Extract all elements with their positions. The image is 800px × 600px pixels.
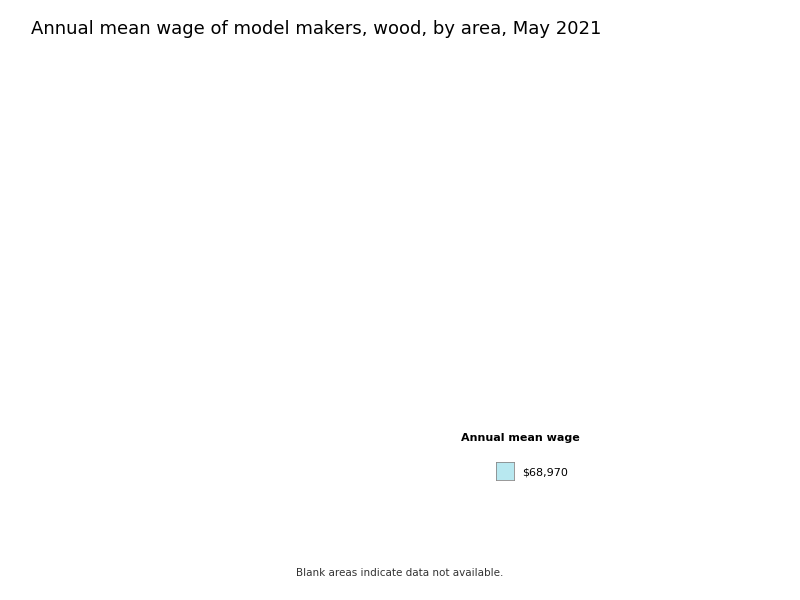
Text: Annual mean wage: Annual mean wage [461, 433, 579, 443]
Title: Annual mean wage of model makers, wood, by area, May 2021: Annual mean wage of model makers, wood, … [31, 20, 601, 38]
Text: $68,970: $68,970 [522, 468, 568, 478]
Text: Blank areas indicate data not available.: Blank areas indicate data not available. [296, 568, 504, 578]
